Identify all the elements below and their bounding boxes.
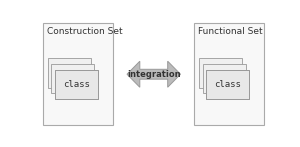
Text: class: class	[214, 80, 241, 89]
Text: class: class	[63, 80, 90, 89]
Bar	[55, 70, 98, 99]
Text: Construction Set: Construction Set	[47, 27, 122, 36]
Bar	[52, 64, 94, 93]
Text: Functional Set: Functional Set	[198, 27, 262, 36]
Polygon shape	[127, 61, 181, 87]
Text: integration: integration	[127, 70, 181, 79]
Bar	[43, 23, 113, 125]
Bar	[55, 70, 98, 99]
Bar	[202, 64, 246, 93]
Bar	[194, 23, 264, 125]
Bar	[199, 58, 242, 88]
Bar	[206, 70, 249, 99]
Bar	[48, 58, 91, 88]
Bar	[206, 70, 249, 99]
